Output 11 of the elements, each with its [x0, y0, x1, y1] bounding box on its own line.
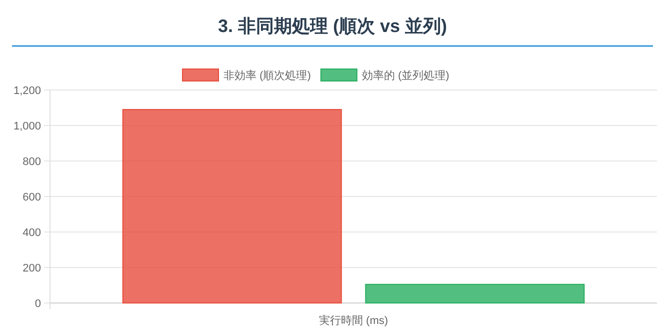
legend-label: 非効率 (順次処理): [224, 69, 311, 82]
title: 3. 非同期処理 (順次 vs 並列): [218, 16, 448, 36]
legend-label: 効率的 (並列処理): [362, 69, 450, 82]
y-tick-label: 0: [34, 298, 41, 310]
y-tick-label: 1,200: [13, 85, 41, 97]
y-tick-label: 1,000: [13, 120, 41, 132]
x-tick-label: 実行時間 (ms): [318, 314, 388, 327]
y-tick-label: 200: [22, 262, 41, 274]
y-tick-label: 400: [22, 227, 41, 239]
y-tick-label: 600: [22, 192, 41, 204]
y-tick-label: 800: [22, 156, 41, 168]
